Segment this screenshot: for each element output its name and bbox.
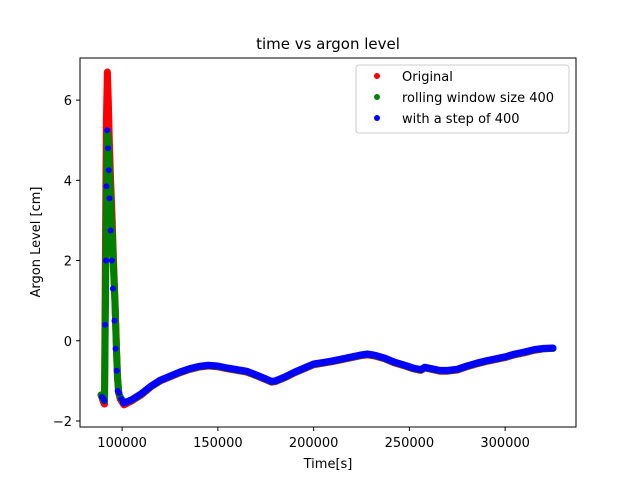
data-point — [105, 167, 112, 174]
y-tick-label: 4 — [64, 174, 72, 189]
data-point — [111, 317, 118, 324]
data-point — [105, 145, 111, 152]
x-tick-label: 100000 — [97, 436, 147, 451]
legend-box — [355, 64, 570, 134]
series-3 — [99, 127, 557, 407]
legend-marker — [374, 73, 380, 79]
y-tick-label: 0 — [64, 335, 72, 350]
legend-entry-label: with a step of 400 — [402, 112, 520, 127]
series-3-trace — [120, 344, 557, 407]
data-point — [104, 127, 111, 134]
x-tick-label: 250000 — [385, 436, 435, 451]
plot-frame — [79, 57, 577, 428]
data-point — [112, 345, 119, 352]
y-tick-label: −2 — [53, 415, 72, 430]
data-point — [108, 257, 115, 264]
legend-marker — [374, 94, 380, 100]
data-point — [101, 397, 108, 404]
legend: Original rolling window size 400 with a st… — [355, 64, 570, 134]
legend-marker — [374, 115, 380, 121]
data-point — [116, 389, 123, 396]
y-tick-label: 6 — [64, 94, 72, 109]
y-axis-label: Argon Level [cm] — [29, 187, 44, 298]
y-tick-label: 2 — [64, 255, 72, 270]
legend-entry-label: rolling window size 400 — [402, 91, 554, 106]
series-layer — [97, 68, 557, 409]
x-tick-label: 150000 — [193, 436, 243, 451]
data-point — [102, 321, 109, 328]
data-point — [113, 367, 120, 374]
x-axis-label: Time[s] — [303, 457, 353, 472]
y-axis: −2 0 2 4 6 — [53, 94, 80, 430]
legend-entry-label: Original — [402, 70, 453, 85]
x-tick-label: 200000 — [289, 436, 339, 451]
data-point — [120, 399, 127, 406]
data-point — [103, 183, 110, 190]
chart-title: time vs argon level — [256, 35, 400, 53]
x-tick-label: 300000 — [480, 436, 530, 451]
data-point — [109, 285, 116, 292]
data-point — [107, 227, 114, 234]
data-point — [106, 195, 113, 202]
data-point — [102, 257, 109, 264]
x-axis: 100000 150000 200000 250000 300000 — [97, 427, 530, 451]
